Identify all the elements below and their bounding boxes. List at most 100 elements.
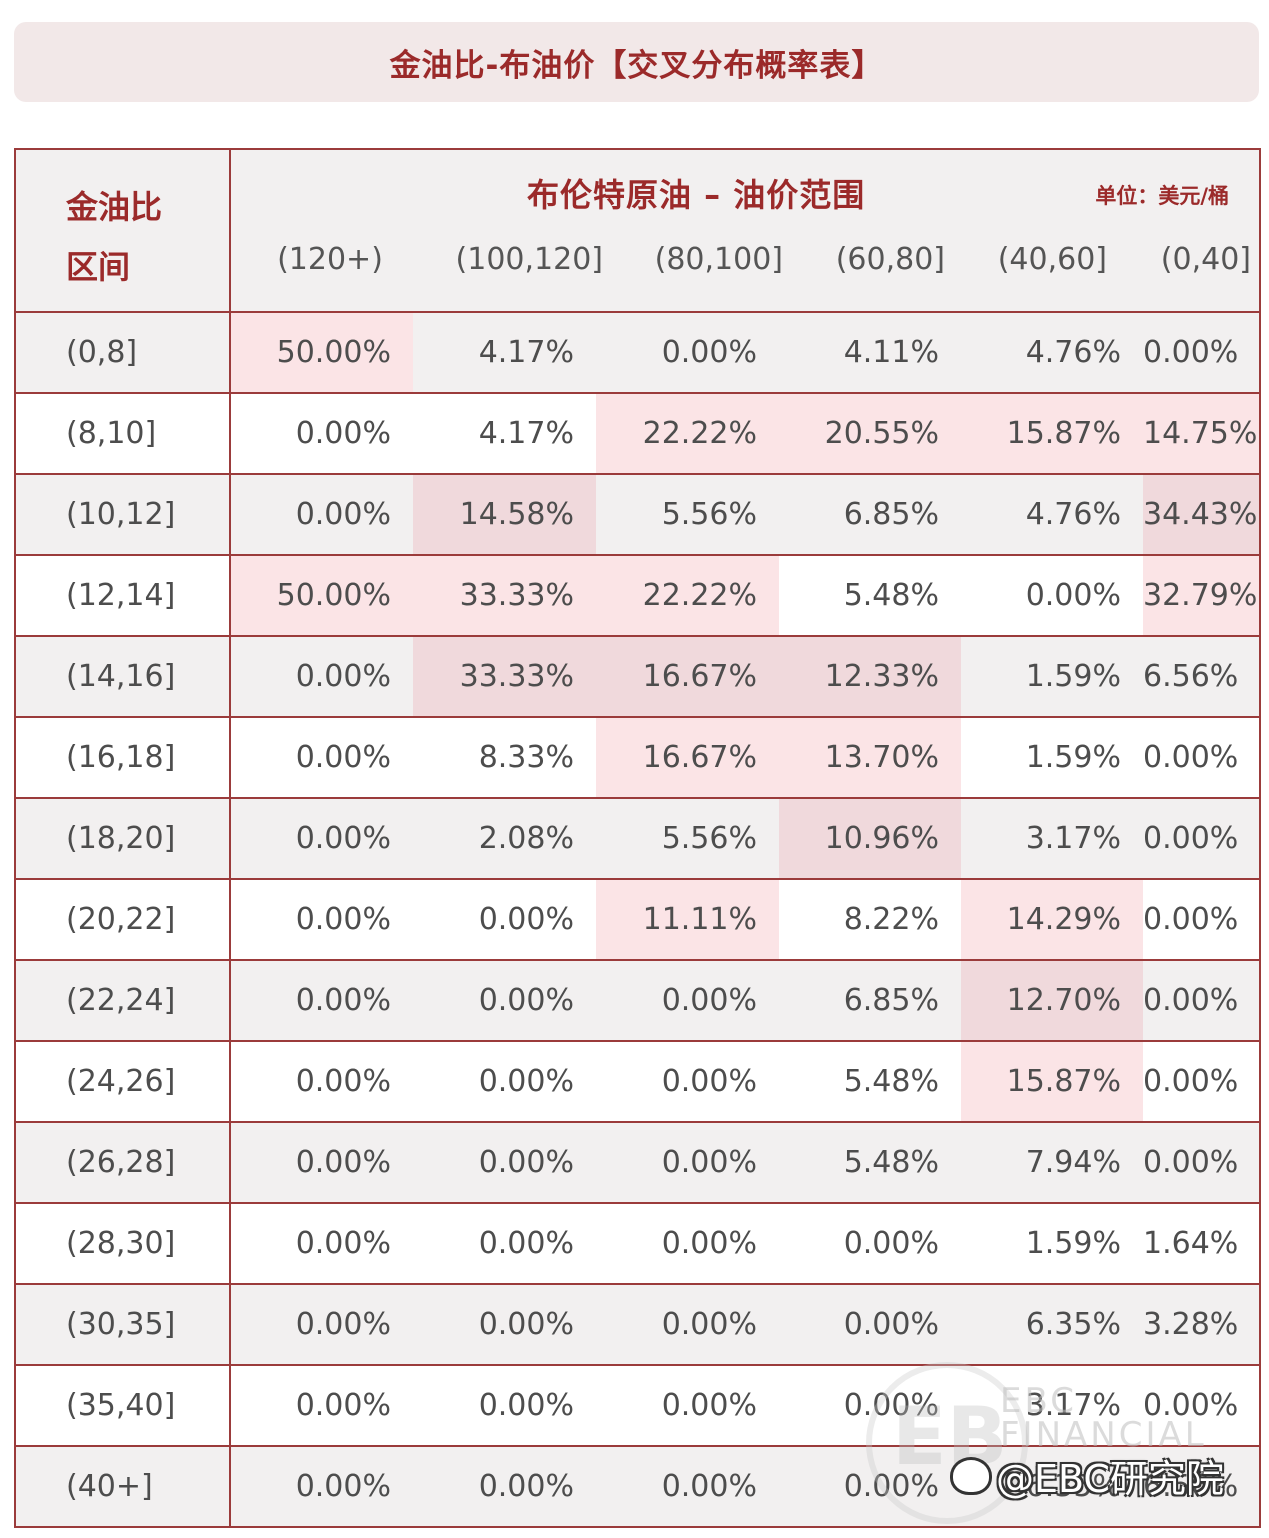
table-cell: 2.08% xyxy=(413,797,596,879)
row-label: (0,8] xyxy=(15,311,231,393)
table-row: (22,24] 0.00% 0.00% 0.00% 6.85% 12.70% 0.00% xyxy=(15,959,1261,1041)
table-row: (24,26] 0.00% 0.00% 0.00% 5.48% 15.87% 0.00% xyxy=(15,1040,1261,1122)
table-cell: 6.35% xyxy=(961,1283,1143,1365)
table-cell: 0.00% xyxy=(413,1445,596,1527)
table-cell: 5.48% xyxy=(779,1040,961,1122)
column-header: (60,80] xyxy=(835,242,945,277)
table-cell: 0.00% xyxy=(230,1040,413,1122)
page-title: 金油比-布油价【交叉分布概率表】 xyxy=(389,47,884,84)
column-header: (100,120] xyxy=(455,242,603,277)
table-cell: 4.11% xyxy=(779,311,961,393)
table-cell: 14.75% xyxy=(1143,392,1261,474)
table-cell: 0.00% xyxy=(596,959,779,1041)
table-cell: 4.76% xyxy=(961,311,1143,393)
table-cell: 0.00% xyxy=(413,959,596,1041)
table-cell: 13.70% xyxy=(779,716,961,798)
weibo-icon xyxy=(950,1456,992,1495)
table-cell: 0.00% xyxy=(413,1121,596,1203)
table-cell: 0.00% xyxy=(596,1040,779,1122)
column-headers: (120+) (100,120] (80,100] (60,80] (40,60… xyxy=(231,242,1259,277)
column-header: (80,100] xyxy=(654,242,783,277)
table-cell: 0.00% xyxy=(1143,878,1261,960)
row-label: (16,18] xyxy=(15,716,231,798)
table-cell: 12.70% xyxy=(961,959,1143,1041)
credit-text: @EBC研究院 xyxy=(996,1457,1224,1501)
table-cell: 0.00% xyxy=(230,959,413,1041)
row-label: (28,30] xyxy=(15,1202,231,1284)
table-cell: 4.76% xyxy=(961,473,1143,555)
table-row: (16,18] 0.00% 8.33% 16.67% 13.70% 1.59% 0.00% xyxy=(15,716,1261,798)
super-header: 布伦特原油 – 油价范围 xyxy=(527,176,866,214)
table-cell: 33.33% xyxy=(413,554,596,636)
table-cell: 10.96% xyxy=(779,797,961,879)
table-cell: 50.00% xyxy=(230,554,413,636)
table-cell: 0.00% xyxy=(230,1445,413,1527)
table-cell: 0.00% xyxy=(1143,797,1261,879)
table-cell: 8.33% xyxy=(413,716,596,798)
table-cell: 0.00% xyxy=(1143,716,1261,798)
row-label: (10,12] xyxy=(15,473,231,555)
table-cell: 0.00% xyxy=(230,473,413,555)
table-cell: 5.56% xyxy=(596,797,779,879)
table-cell: 0.00% xyxy=(413,1364,596,1446)
table-cell: 0.00% xyxy=(230,1202,413,1284)
table-cell: 8.22% xyxy=(779,878,961,960)
row-label: (26,28] xyxy=(15,1121,231,1203)
table-cell: 1.59% xyxy=(961,716,1143,798)
table-cell: 0.00% xyxy=(1143,1040,1261,1122)
table-cell: 0.00% xyxy=(596,311,779,393)
table-cell: 14.58% xyxy=(413,473,596,555)
table-cell: 0.00% xyxy=(230,635,413,717)
table-cell: 0.00% xyxy=(230,1121,413,1203)
table-cell: 5.56% xyxy=(596,473,779,555)
unit-label: 单位：美元/桶 xyxy=(1095,184,1230,208)
table-cell: 1.64% xyxy=(1143,1202,1261,1284)
table-cell: 3.17% xyxy=(961,797,1143,879)
watermark-logo: EB xyxy=(866,1362,1028,1524)
column-header-cell: 布伦特原油 – 油价范围 单位：美元/桶 (120+) (100,120] (8… xyxy=(230,149,1261,312)
title-bar: 金油比-布油价【交叉分布概率表】 xyxy=(14,22,1259,102)
table-cell: 15.87% xyxy=(961,392,1143,474)
row-label: (12,14] xyxy=(15,554,231,636)
row-header-cell: 金油比 区间 xyxy=(15,149,231,312)
table-cell: 16.67% xyxy=(596,635,779,717)
row-header-label-2: 区间 xyxy=(66,248,131,286)
table-cell: 12.33% xyxy=(779,635,961,717)
table-row: (30,35] 0.00% 0.00% 0.00% 0.00% 6.35% 3.28% xyxy=(15,1283,1261,1365)
row-label: (35,40] xyxy=(15,1364,231,1446)
table-row: (14,16] 0.00% 33.33% 16.67% 12.33% 1.59% 6.56% xyxy=(15,635,1261,717)
table-row: (12,14] 50.00% 33.33% 22.22% 5.48% 0.00% 32.79… xyxy=(15,554,1261,636)
table-cell: 7.94% xyxy=(961,1121,1143,1203)
column-header: (120+) xyxy=(277,242,383,277)
column-header: (40,60] xyxy=(997,242,1107,277)
row-label: (14,16] xyxy=(15,635,231,717)
table-row: (28,30] 0.00% 0.00% 0.00% 0.00% 1.59% 1.64% xyxy=(15,1202,1261,1284)
table-row: (35,40] 0.00% 0.00% 0.00% 0.00% 3.17% 0.00% xyxy=(15,1364,1261,1446)
table-cell: 0.00% xyxy=(413,1283,596,1365)
table-cell: 0.00% xyxy=(779,1283,961,1365)
column-header: (0,40] xyxy=(1160,242,1251,277)
table-row: (10,12] 0.00% 14.58% 5.56% 6.85% 4.76% 34.43% xyxy=(15,473,1261,555)
table-cell: 0.00% xyxy=(1143,1364,1261,1446)
table-cell: 5.48% xyxy=(779,1121,961,1203)
table-cell: 11.11% xyxy=(596,878,779,960)
table-cell: 6.85% xyxy=(779,959,961,1041)
table-row: (8,10] 0.00% 4.17% 22.22% 20.55% 15.87% 14.75% xyxy=(15,392,1261,474)
table-cell: 0.00% xyxy=(413,878,596,960)
table-cell: 0.00% xyxy=(230,797,413,879)
table-cell: 20.55% xyxy=(779,392,961,474)
table-cell: 0.00% xyxy=(1143,311,1261,393)
table-cell: 0.00% xyxy=(961,554,1143,636)
table-cell: 0.00% xyxy=(1143,1121,1261,1203)
table-row: (26,28] 0.00% 0.00% 0.00% 5.48% 7.94% 0.00% xyxy=(15,1121,1261,1203)
table-row: (0,8] 50.00% 4.17% 0.00% 4.11% 4.76% 0.00% xyxy=(15,311,1261,393)
table-body: (0,8] 50.00% 4.17% 0.00% 4.11% 4.76% 0.00% (8,1… xyxy=(15,311,1261,1527)
table-cell: 0.00% xyxy=(596,1121,779,1203)
table-row: (20,22] 0.00% 0.00% 11.11% 8.22% 14.29% 0.00% xyxy=(15,878,1261,960)
table-cell: 16.67% xyxy=(596,716,779,798)
table-cell: 0.00% xyxy=(413,1040,596,1122)
row-header-label-1: 金油比 xyxy=(66,188,163,226)
row-label: (22,24] xyxy=(15,959,231,1041)
table-cell: 5.48% xyxy=(779,554,961,636)
table-cell: 50.00% xyxy=(230,311,413,393)
